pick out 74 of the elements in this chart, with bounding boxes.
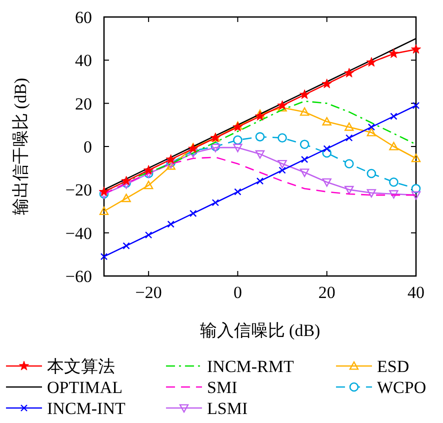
point — [167, 220, 174, 228]
point — [300, 107, 310, 116]
point — [411, 191, 421, 200]
point — [255, 150, 265, 159]
point — [300, 168, 310, 177]
point — [233, 144, 242, 152]
point — [344, 122, 354, 131]
point — [256, 177, 264, 185]
legend-label: INCM-INT — [47, 399, 126, 418]
legend-label: 本文算法 — [47, 357, 115, 376]
legend-label: SMI — [207, 378, 238, 397]
point — [144, 180, 154, 190]
point — [411, 154, 421, 162]
point — [254, 111, 266, 121]
point — [121, 176, 132, 186]
y-tick-label: 0 — [84, 138, 92, 156]
point — [300, 140, 310, 149]
point — [100, 252, 108, 260]
point — [144, 231, 152, 239]
point — [366, 128, 376, 136]
point — [300, 89, 310, 99]
legend-label: WCPO — [377, 378, 426, 397]
point — [255, 110, 265, 118]
y-tick-label: 20 — [75, 94, 92, 114]
point — [322, 78, 332, 88]
point — [166, 154, 176, 164]
point — [412, 102, 420, 110]
y-tick-label: 40 — [75, 51, 92, 70]
point — [366, 57, 376, 67]
point — [389, 177, 398, 187]
point — [233, 135, 242, 145]
y-tick-label: −60 — [65, 267, 92, 286]
point — [411, 184, 421, 194]
x-tick-label: 20 — [318, 283, 336, 302]
point — [368, 123, 376, 131]
point — [255, 132, 265, 142]
legend-label: OPTIMAL — [47, 378, 123, 397]
y-axis-title: 输出信干噪比 (dB) — [11, 78, 30, 216]
legend-label: LSMI — [207, 399, 248, 418]
legend-label: INCM-RMT — [207, 357, 295, 376]
point — [344, 68, 354, 78]
point — [389, 142, 398, 150]
y-tick-label: −20 — [65, 180, 92, 200]
point — [300, 156, 308, 164]
point — [322, 178, 332, 187]
point — [99, 206, 109, 216]
point — [410, 44, 422, 54]
point — [188, 149, 198, 158]
point — [366, 168, 376, 178]
point — [322, 117, 332, 126]
point — [344, 186, 354, 194]
x-tick-label: −20 — [135, 283, 162, 302]
x-axis-title: 输入信噪比 (dB) — [200, 321, 320, 340]
point — [344, 159, 354, 168]
point — [346, 134, 353, 142]
point — [366, 189, 376, 198]
point — [190, 210, 197, 218]
point — [390, 112, 398, 120]
point — [388, 48, 399, 58]
point — [98, 186, 110, 196]
point — [212, 199, 220, 206]
point — [278, 160, 287, 168]
point — [323, 145, 330, 152]
point — [278, 166, 286, 174]
x-tick-label: 0 — [233, 283, 242, 302]
point — [122, 194, 131, 202]
point — [234, 188, 242, 196]
point — [278, 133, 287, 143]
x-tick-label: 40 — [408, 283, 424, 302]
y-tick-label: 60 — [75, 8, 92, 27]
legend-label: ESD — [377, 357, 410, 376]
point — [389, 190, 398, 199]
point — [122, 242, 130, 250]
y-tick-label: −40 — [65, 224, 92, 243]
